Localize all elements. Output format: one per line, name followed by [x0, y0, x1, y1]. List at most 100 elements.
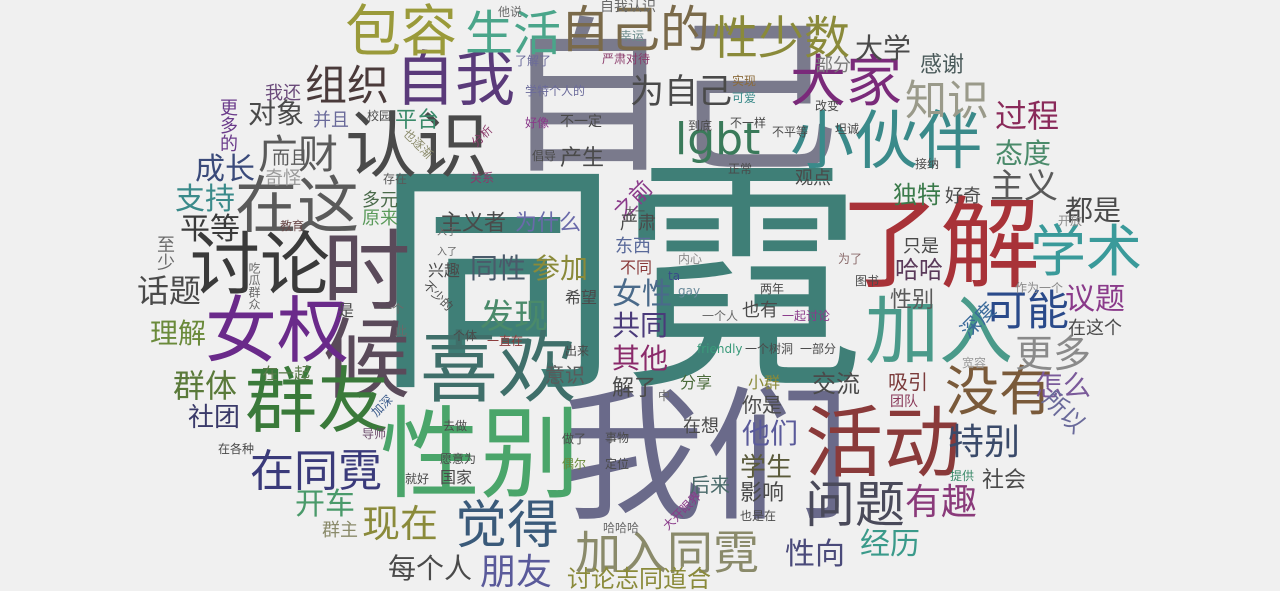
word-liangnian: 两年 — [760, 282, 785, 296]
word-ziworenshi: 自我认识 — [600, 0, 656, 15]
word-taolun-zhitong: 讨论志同道合 — [567, 565, 711, 591]
word-xueshu: 学术 — [1030, 220, 1142, 285]
word-gongtong: 共同 — [612, 309, 669, 342]
word-yizhizai: 一直在 — [487, 334, 524, 348]
word-fenxiang: 分享 — [680, 373, 713, 392]
word-zijide: 自己的 — [560, 1, 710, 59]
word-zhengchang: 正常 — [728, 162, 753, 176]
word-huati: 话题 — [137, 272, 202, 310]
word-haha: 哈哈 — [895, 256, 943, 284]
word-shiwu: 事物 — [605, 431, 630, 445]
word-wenti: 问题 — [805, 476, 905, 534]
word-daxue: 大学 — [855, 32, 912, 65]
word-houlai: 后来 — [690, 473, 730, 497]
word-zaizhe: 在这 — [235, 169, 360, 242]
word-jingli: 经历 — [860, 527, 920, 562]
word-faxian: 发现 — [480, 297, 548, 337]
word-dongxi: 东西 — [615, 236, 651, 257]
word-shehui: 社会 — [982, 468, 1027, 493]
word-pengyou: 朋友 — [480, 552, 553, 591]
word-xingbie: 性别 — [380, 396, 580, 513]
word-geti: 个体 — [453, 329, 478, 343]
word-changdao: 倡导 — [532, 149, 557, 163]
word-keneng: 可能 — [985, 286, 1070, 335]
word-shi: 是 — [338, 301, 355, 320]
word-gaibian: 改变 — [815, 99, 840, 113]
word-zhichi: 支持 — [175, 182, 235, 217]
word-zaizhege: 在这个 — [1068, 318, 1122, 339]
word-guanxi: 关系 — [470, 171, 495, 185]
word-haoqi: 好奇 — [945, 186, 981, 207]
word-renshi: 认识 — [345, 104, 490, 188]
word-women: 我们 — [560, 373, 850, 542]
word-wohai: 我还 — [265, 83, 301, 104]
word-dayi: 大一 — [625, 207, 645, 218]
word-hahaha: 哈哈哈 — [603, 521, 640, 535]
word-nishi: 你是 — [742, 393, 782, 417]
word-chengzhang: 成长 — [195, 152, 255, 187]
word-doushi: 都是 — [1065, 194, 1122, 227]
word-ta: ta — [668, 269, 681, 283]
word-kaifang: 开放 — [1058, 214, 1083, 228]
word-zhishao: 至少 — [154, 235, 175, 271]
word-yeshizai: 也是在 — [740, 509, 777, 523]
word-zuzhi: 组织 — [305, 61, 390, 110]
word-gay: gay — [678, 284, 701, 298]
word-ziwo: 自我 — [395, 45, 515, 115]
word-jiuhao: 就好 — [405, 472, 430, 486]
word-yingxiang: 影响 — [740, 481, 785, 506]
word-pingtai: 平台 — [395, 108, 440, 133]
word-dingwei: 定位 — [605, 457, 630, 471]
word-rule-2: 入了 — [437, 247, 457, 258]
word-xingbie-2: 性别 — [890, 288, 935, 313]
word-zaiyiqi: 在一起 — [262, 364, 311, 383]
word-butong: 不同 — [620, 258, 653, 277]
word-kuanrong: 宽容 — [962, 356, 987, 370]
word-huodong: 活动 — [805, 399, 962, 489]
word-lijie: 理解 — [150, 317, 207, 350]
word-xingxiang: 性向 — [785, 537, 845, 572]
word-baorong: 包容 — [345, 0, 457, 65]
word-tushu: 图书 — [855, 274, 880, 288]
word-qita: 其他 — [612, 342, 669, 375]
word-zenme: 怎么 — [1035, 369, 1092, 402]
word-gengduo: 更多 — [1015, 332, 1092, 376]
word-guandian: 观点 — [795, 168, 831, 189]
word-tigong: 提供 — [950, 469, 975, 483]
word-tebie: 特别 — [948, 422, 1021, 463]
word-shetuan: 社团 — [188, 403, 241, 433]
word-chulai: 出来 — [565, 344, 590, 358]
word-xingshaoshu: 性少数 — [712, 11, 850, 65]
word-tongni: 同霓 — [375, 140, 865, 425]
word-buyiding: 不一定 — [560, 114, 602, 130]
word-xiwang: 希望 — [565, 288, 598, 307]
word-jiaru-tongni: 加入同霓 — [575, 526, 759, 580]
word-shixian: 实现 — [732, 74, 757, 88]
word-duoyuan: 多元 — [362, 190, 398, 211]
word-jiaoyu: 教育 — [280, 219, 305, 233]
word-tongxing: 同性 — [470, 252, 527, 285]
word-yibufen: 一部分 — [800, 342, 837, 356]
word-zai-tongni: 在同霓 — [250, 446, 382, 497]
word-weile: 为了 — [838, 252, 863, 266]
word-nvquan: 女权 — [205, 289, 350, 373]
word-weishenme: 为什么 — [515, 211, 582, 236]
word-jiele: 解了 — [612, 376, 657, 401]
word-chansheng: 产生 — [560, 146, 605, 171]
word-keai: 可爱 — [732, 91, 757, 105]
word-tancheng: 坦诚 — [835, 122, 860, 136]
word-xuesheng: 学生 — [740, 453, 793, 483]
word-erqie: 而且 — [272, 148, 308, 169]
word-guangcai: 广财 — [258, 132, 338, 178]
word-chiguaqunzhong: 吃瓜群众 — [247, 262, 261, 310]
word-juede: 觉得 — [455, 496, 560, 556]
word-guocheng: 过程 — [995, 97, 1060, 135]
word-xiyin: 吸引 — [888, 370, 928, 394]
word-daoshi: 导师 — [362, 427, 387, 441]
word-zuole: 做了 — [562, 432, 587, 446]
word-shihou: 时候 — [308, 225, 411, 401]
word-rule-1: 入了 — [437, 227, 457, 238]
word-yige: 一个 — [380, 302, 405, 316]
word-neixin: 内心 — [678, 252, 703, 266]
